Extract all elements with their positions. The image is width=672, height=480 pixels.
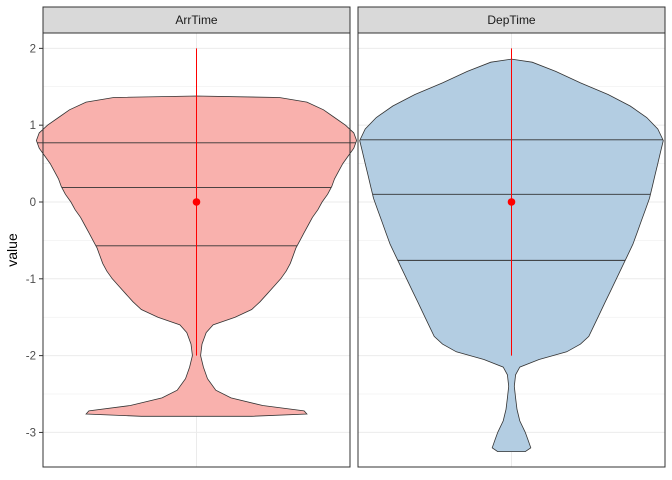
y-tick-label: -2: [26, 351, 36, 363]
facet-strip-arrtime: [42, 6, 351, 34]
y-tick-label: 0: [30, 197, 36, 209]
mean-point-arrtime: [192, 198, 201, 206]
facet-strip-deptime: [357, 6, 666, 34]
mean-point-deptime: [507, 198, 516, 206]
y-tick-label: 1: [30, 120, 36, 132]
facet-label-arrtime: ArrTime: [175, 13, 218, 27]
panel-border-deptime: [357, 32, 666, 468]
y-axis-title: value: [4, 233, 20, 267]
facet-label-deptime: DepTime: [487, 13, 536, 27]
panel-border-arrtime: [42, 32, 351, 468]
y-tick-label: -1: [26, 274, 36, 286]
y-tick-label: -3: [26, 427, 36, 439]
y-tick-label: 2: [30, 43, 36, 55]
